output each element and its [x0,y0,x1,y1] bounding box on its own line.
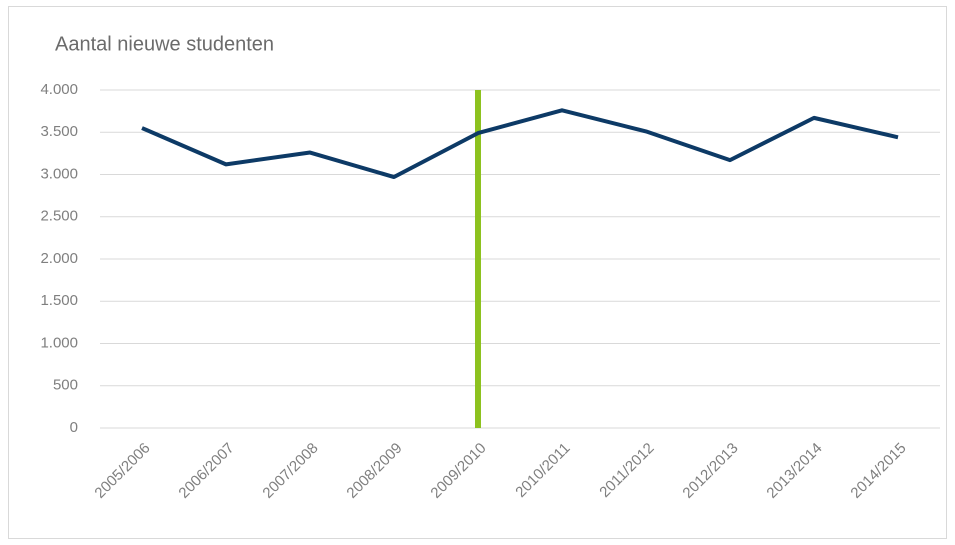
line-series [141,108,899,180]
y-tick-label: 4.000 [40,81,78,98]
y-tick-label: 3.000 [40,165,78,182]
chart-title: Aantal nieuwe studenten [55,33,274,55]
y-tick-label: 500 [53,377,78,394]
y-tick-label: 0 [70,419,78,436]
y-tick-label: 1.000 [40,334,78,351]
y-tick-label: 2.500 [40,208,78,225]
y-tick-label: 1.500 [40,292,78,309]
y-tick-label: 2.000 [40,250,78,267]
y-tick-label: 3.500 [40,123,78,140]
